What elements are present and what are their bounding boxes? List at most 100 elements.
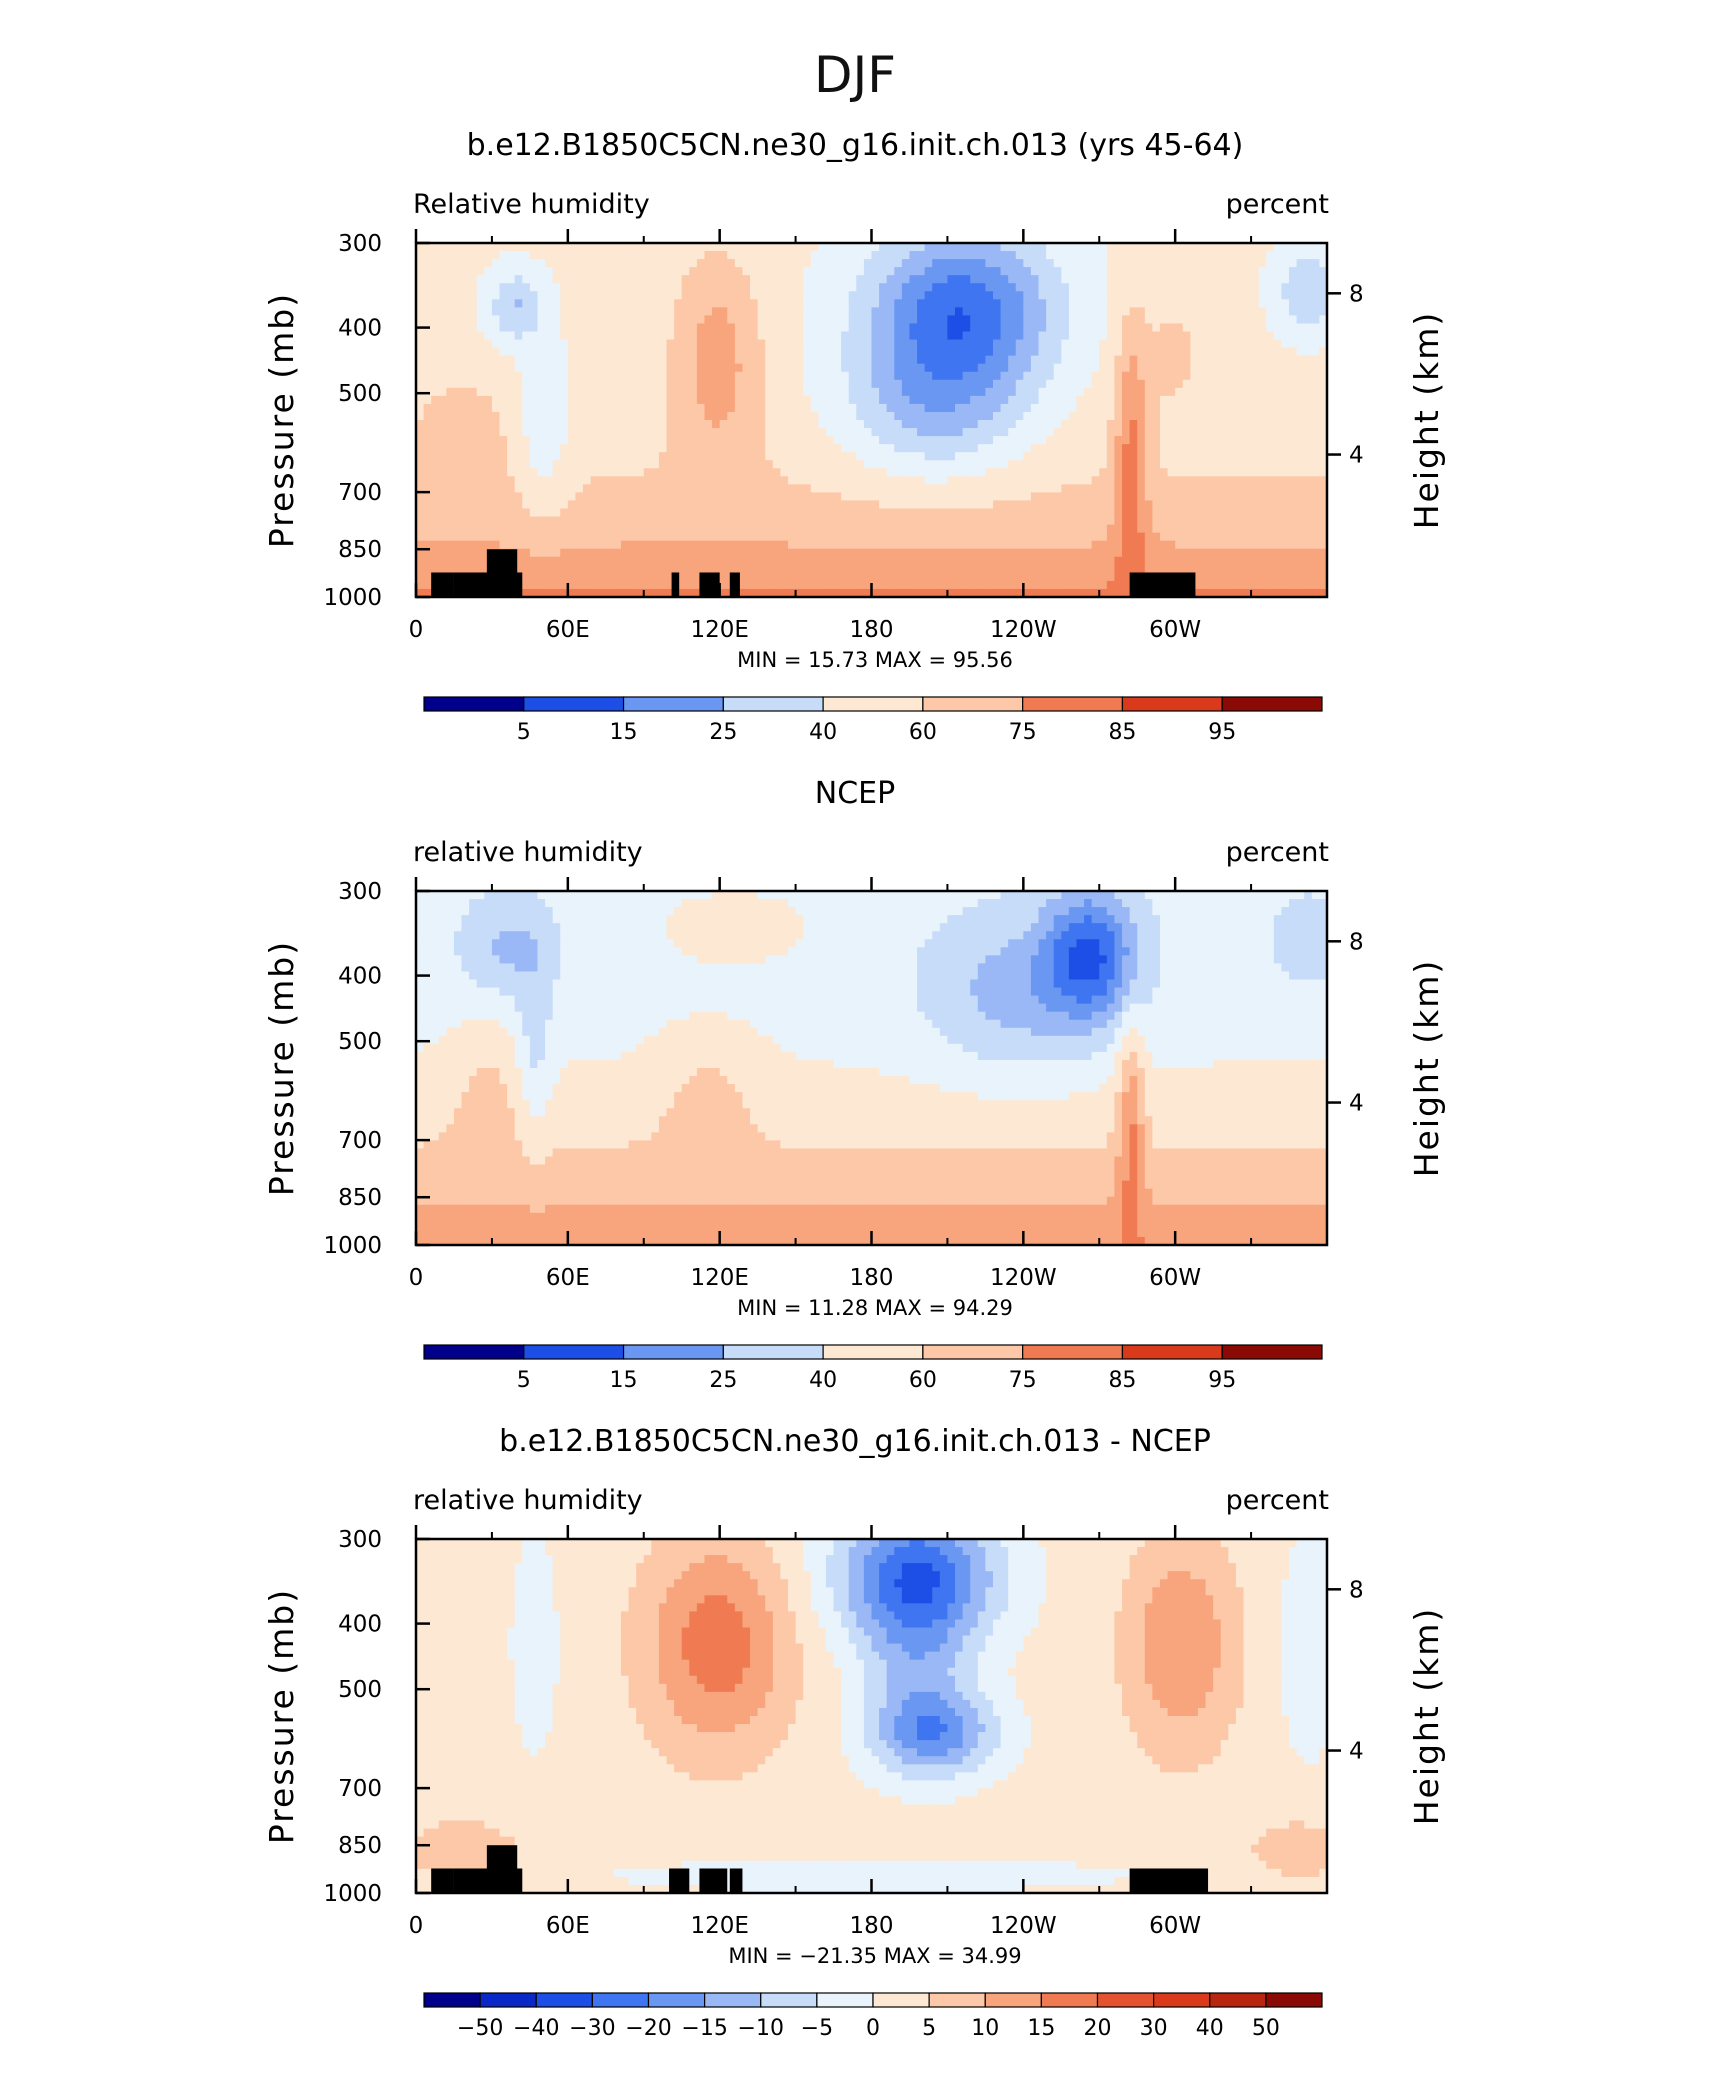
x-tick-label: 60E — [546, 617, 590, 643]
colorbar-box — [1221, 1344, 1323, 1360]
units-label: percent — [1226, 189, 1329, 220]
colorbar-label: 15 — [610, 1368, 638, 1393]
colorbar-box — [1096, 1992, 1155, 2008]
colorbar-label: 30 — [1140, 2016, 1168, 2041]
colorbar-label: 40 — [1196, 2016, 1224, 2041]
contour-field — [416, 891, 1327, 1245]
colorbar-box — [591, 1992, 650, 2008]
figure-title: DJF — [813, 46, 896, 104]
colorbar-box — [822, 696, 924, 712]
y-tick-label: 500 — [338, 1029, 382, 1055]
y-tick-label: 1000 — [323, 1881, 382, 1907]
topography-mask — [699, 572, 720, 597]
x-tick-label: 120W — [990, 1265, 1057, 1291]
panel-title: NCEP — [815, 776, 895, 811]
colorbar-box — [1265, 1992, 1323, 2008]
colorbar-box — [922, 696, 1024, 712]
colorbar-label: 60 — [909, 1368, 937, 1393]
colorbar-box — [984, 1992, 1042, 2008]
colorbar-box — [423, 696, 525, 712]
colorbar-label: 75 — [1009, 1368, 1037, 1393]
colorbar-box — [722, 696, 824, 712]
colorbar-box — [423, 1344, 525, 1360]
y-tick-label: 700 — [338, 1776, 382, 1802]
colorbar-box — [1040, 1992, 1099, 2008]
colorbar-box — [928, 1992, 986, 2008]
colorbar-label: 40 — [809, 1368, 837, 1393]
topography-mask — [453, 572, 492, 597]
colorbar-box — [816, 1992, 874, 2008]
y-tick-label: 500 — [338, 381, 382, 407]
x-tick-label: 180 — [850, 617, 894, 643]
y-right-axis-title: Height (km) — [1407, 959, 1446, 1178]
y-right-axis-title: Height (km) — [1407, 311, 1446, 530]
colorbar-label: 10 — [971, 2016, 999, 2041]
colorbar-box — [722, 1344, 824, 1360]
colorbar-box — [922, 1344, 1024, 1360]
topography-mask — [729, 572, 740, 597]
colorbar-box — [423, 1992, 481, 2008]
x-tick-label: 60W — [1149, 617, 1201, 643]
colorbar-box — [1209, 1992, 1267, 2008]
colorbar-box — [622, 1344, 724, 1360]
colorbar-box — [760, 1992, 818, 2008]
topography-mask — [453, 1868, 492, 1893]
colorbar-label: −10 — [738, 2016, 784, 2041]
x-tick-label: 120W — [990, 1913, 1057, 1939]
colorbar-box — [1022, 1344, 1124, 1360]
colorbar-box — [1221, 696, 1323, 712]
colorbar-label: 15 — [610, 720, 638, 745]
x-tick-label: 60W — [1149, 1913, 1201, 1939]
x-tick-label: 60W — [1149, 1265, 1201, 1291]
colorbar-label: 60 — [909, 720, 937, 745]
y-tick-label: 300 — [338, 231, 382, 257]
y-right-tick-label: 8 — [1349, 929, 1364, 955]
topography-mask — [514, 1868, 523, 1893]
y-axis-title: Pressure (mb) — [262, 1588, 301, 1844]
units-label: percent — [1226, 1485, 1329, 1516]
y-tick-label: 700 — [338, 480, 382, 506]
x-tick-label: 180 — [850, 1265, 894, 1291]
y-tick-label: 300 — [338, 1527, 382, 1553]
topography-mask — [486, 1845, 518, 1893]
topography-mask — [1129, 572, 1196, 597]
x-tick-label: 0 — [409, 617, 424, 643]
colorbar-label: 5 — [517, 720, 531, 745]
colorbar: −50 −40 −30 −20 −15 −10 −5 0 5 10 15 20 30 40 50 — [423, 1992, 1323, 2041]
panel-title: b.e12.B1850C5CN.ne30_g16.init.ch.013 - N… — [499, 1424, 1211, 1459]
y-tick-label: 400 — [338, 316, 382, 342]
y-axis-title: Pressure (mb) — [262, 292, 301, 548]
panel-title: b.e12.B1850C5CN.ne30_g16.init.ch.013 (yr… — [467, 128, 1244, 163]
y-tick-label: 850 — [338, 1185, 382, 1211]
colorbar-box — [872, 1992, 930, 2008]
y-axis-title: Pressure (mb) — [262, 940, 301, 1196]
topography-mask — [669, 1868, 690, 1893]
colorbar-label: 40 — [809, 720, 837, 745]
contour-field — [416, 243, 1327, 597]
y-tick-label: 300 — [338, 879, 382, 905]
y-tick-label: 1000 — [323, 1233, 382, 1259]
colorbar-box — [523, 696, 625, 712]
colorbar-box — [622, 696, 724, 712]
topography-mask — [514, 572, 523, 597]
y-right-tick-label: 8 — [1349, 1577, 1364, 1603]
topography-mask — [486, 549, 518, 597]
topography-mask — [699, 1868, 728, 1893]
y-tick-label: 850 — [338, 1833, 382, 1859]
y-right-tick-label: 4 — [1349, 1091, 1364, 1117]
colorbar-label: 25 — [709, 1368, 737, 1393]
colorbar-box — [647, 1992, 706, 2008]
y-right-tick-label: 8 — [1349, 281, 1364, 307]
colorbar-box — [523, 1344, 625, 1360]
colorbar-label: 50 — [1252, 2016, 1280, 2041]
colorbar: 5 15 25 40 60 75 85 95 — [423, 1344, 1323, 1393]
chart-panel-2: NCEP relative humidity percent 0 60E 120E 180 1… — [262, 776, 1446, 1393]
colorbar-box — [479, 1992, 537, 2008]
y-tick-label: 1000 — [323, 585, 382, 611]
y-tick-label: 850 — [338, 537, 382, 563]
x-tick-label: 120W — [990, 617, 1057, 643]
chart-panel-3: b.e12.B1850C5CN.ne30_g16.init.ch.013 - N… — [262, 1424, 1446, 2041]
colorbar-box — [704, 1992, 762, 2008]
